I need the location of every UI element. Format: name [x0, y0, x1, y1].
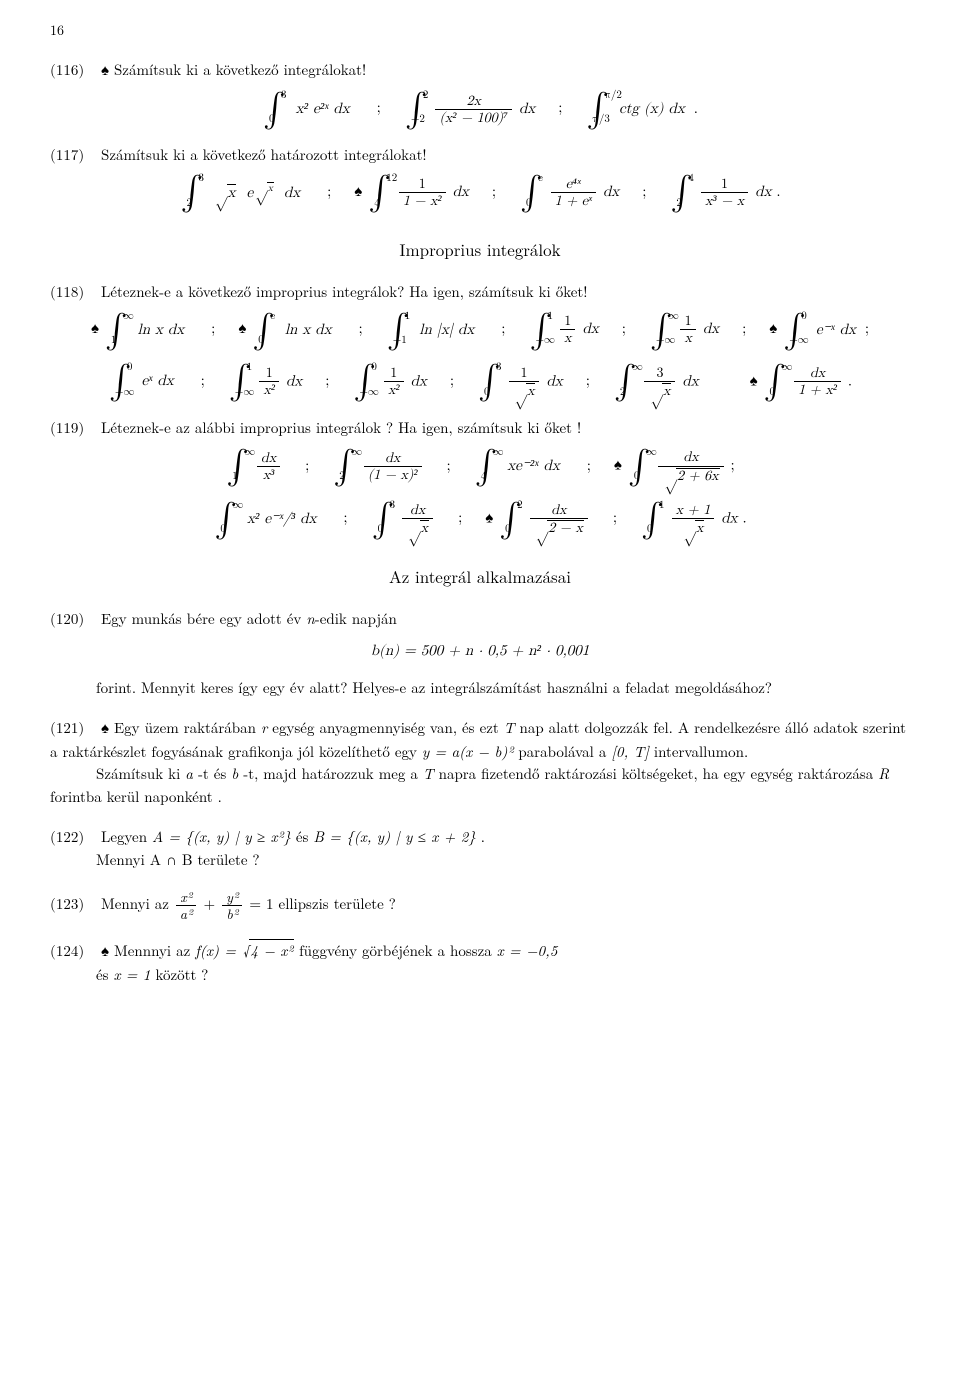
int-117-4: 4 ∫ 2: [670, 177, 693, 208]
problem-121: (121) ♠ Egy üzem raktárában r egység any…: [50, 717, 910, 808]
spade-icon: ♠: [101, 63, 109, 79]
math-117: 3 ∫ 2 x ex dx ; ♠ 12 ∫ 4 1 1 − x² dx ; e…: [50, 176, 910, 209]
frac-117-4: 1 x³ − x: [701, 176, 748, 209]
spade-icon: ♠: [91, 321, 99, 337]
problem-122: (122) Legyen A = {(x, y) | y ≥ x²} és B …: [50, 826, 910, 871]
page-number: 16: [50, 20, 910, 41]
frac-117-3: e⁴ˣ 1 + eˣ: [551, 176, 596, 209]
spade-icon: ♠: [101, 944, 109, 960]
problem-119: (119) Léteznek-e az alábbi improprius in…: [50, 417, 910, 440]
math-118-row2: 0∫−∞ eˣ dx ; 1∫−∞ 1x² dx ; 0∫−∞ 1x² dx ;…: [50, 365, 910, 399]
int-116-2: 2 ∫ −2: [405, 94, 428, 125]
math-118-row1: ♠ ∞∫1 ln x dx ; ♠ e∫0 ln x dx ; 1∫−1 ln …: [50, 313, 910, 346]
math-116: 3 ∫ 0 x² e²ˣ dx ; 2 ∫ −2 2x (x² − 100)⁷ …: [50, 93, 910, 126]
label-120: (120): [50, 608, 96, 631]
text-119: Léteznek-e az alábbi improprius integrál…: [101, 417, 581, 438]
label-124: (124): [50, 940, 96, 963]
spade-icon: ♠: [750, 373, 758, 389]
section-applications: Az integrál alkalmazásai: [50, 564, 910, 590]
problem-118: (118) Léteznek-e a következő improprius …: [50, 281, 910, 304]
spade-icon: ♠: [238, 321, 246, 337]
problem-123: (123) Mennyi az x²a² + y²b² = 1 ellipszi…: [50, 889, 910, 922]
int-116-3: π/2 ∫ π/3: [586, 94, 609, 125]
problem-120: (120) Egy munkás bére egy adott év n-edi…: [50, 608, 910, 631]
int-117-2: 12 ∫ 4: [368, 177, 391, 208]
problem-124: (124) ♠ Mennnyi az f(x) = 4 − x² függvén…: [50, 940, 910, 986]
int-117-3: e ∫ 0: [520, 177, 543, 208]
label-116: (116): [50, 59, 96, 82]
label-121: (121): [50, 717, 96, 740]
int-116-1: 3 ∫ 0: [263, 94, 286, 125]
label-122: (122): [50, 826, 96, 849]
spade-icon: ♠: [614, 458, 622, 474]
spade-icon: ♠: [485, 510, 493, 526]
frac-116-2: 2x (x² − 100)⁷: [435, 93, 512, 126]
math-119-row1: ∞∫1 dxx³ ; ∞∫2 dx(1 − x)² ; ∞∫4 xe⁻²ˣ dx…: [50, 449, 910, 483]
text-118: Léteznek-e a következő improprius integr…: [101, 281, 587, 302]
spade-icon: ♠: [769, 321, 777, 337]
int-117-1: 3 ∫ 2: [180, 177, 203, 208]
spade-icon: ♠: [354, 184, 362, 200]
label-123: (123): [50, 893, 96, 916]
text-117: Számítsuk ki a következő határozott inte…: [101, 144, 427, 165]
frac-117-2: 1 1 − x²: [399, 176, 446, 209]
body-116-1: x² e²ˣ dx: [296, 98, 350, 121]
label-119: (119): [50, 417, 96, 440]
formula-120: b(n) = 500 + n · 0,5 + n² · 0,001: [50, 640, 910, 663]
body-117-1: x ex dx: [213, 182, 300, 205]
text-116: Számítsuk ki a következő integrálokat!: [114, 59, 366, 80]
label-117: (117): [50, 144, 96, 167]
label-118: (118): [50, 281, 96, 304]
problem-116: (116) ♠ Számítsuk ki a következő integrá…: [50, 59, 910, 83]
math-119-row2: ∞∫0 x² e⁻ˣ/³ dx ; 3∫0 dxx ; ♠ 2∫0 dx2 − …: [50, 502, 910, 536]
problem-117: (117) Számítsuk ki a következő határozot…: [50, 144, 910, 167]
section-improprius: Improprius integrálok: [50, 237, 910, 263]
text2-120: forint. Mennyit keres így egy év alatt? …: [96, 677, 910, 700]
spade-icon: ♠: [101, 721, 109, 737]
